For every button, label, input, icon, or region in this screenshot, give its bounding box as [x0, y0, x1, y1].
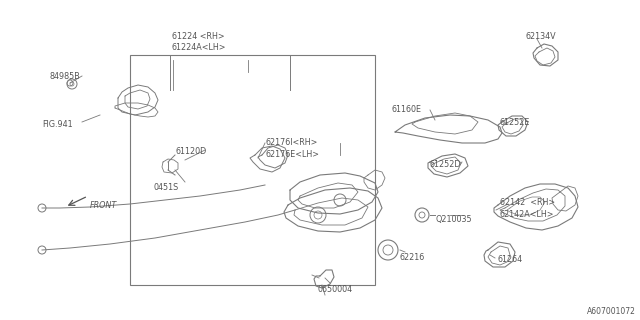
- Text: 62176E<LH>: 62176E<LH>: [266, 150, 320, 159]
- Text: FIG.941: FIG.941: [42, 120, 72, 129]
- Text: 61252E: 61252E: [500, 118, 531, 127]
- Text: 62176I<RH>: 62176I<RH>: [266, 138, 318, 147]
- Bar: [130, 55, 375, 285]
- Text: 0451S: 0451S: [153, 183, 179, 192]
- Text: 0650004: 0650004: [318, 285, 353, 294]
- Text: A607001072: A607001072: [587, 307, 636, 316]
- Text: 61224A<LH>: 61224A<LH>: [172, 43, 227, 52]
- Text: 62142A<LH>: 62142A<LH>: [500, 210, 554, 219]
- Text: 62216: 62216: [400, 253, 425, 262]
- Text: 61252D: 61252D: [430, 160, 461, 169]
- Text: FRONT: FRONT: [90, 201, 117, 210]
- Text: 61160E: 61160E: [392, 105, 422, 114]
- Text: Q210035: Q210035: [435, 215, 472, 224]
- Text: 61224 <RH>: 61224 <RH>: [172, 32, 225, 41]
- Text: 61264: 61264: [497, 255, 522, 264]
- Text: 62142  <RH>: 62142 <RH>: [500, 198, 555, 207]
- Text: 62134V: 62134V: [525, 32, 556, 41]
- Text: 61120D: 61120D: [175, 147, 206, 156]
- Text: 84985B: 84985B: [50, 72, 81, 81]
